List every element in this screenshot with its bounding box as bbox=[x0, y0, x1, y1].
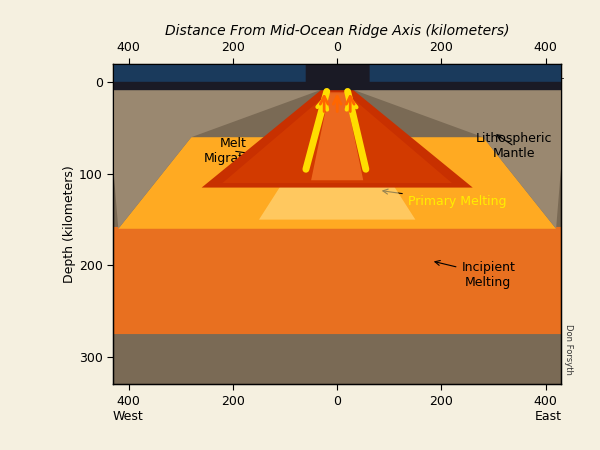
Polygon shape bbox=[337, 82, 561, 229]
Polygon shape bbox=[113, 222, 561, 334]
Text: Pacific Plate
101 millimeters per year: Pacific Plate 101 millimeters per year bbox=[120, 64, 257, 86]
Text: Lithospheric
Mantle: Lithospheric Mantle bbox=[476, 132, 553, 160]
X-axis label: Distance From Mid-Ocean Ridge Axis (kilometers): Distance From Mid-Ocean Ridge Axis (kilo… bbox=[165, 24, 509, 38]
Polygon shape bbox=[223, 94, 452, 183]
Polygon shape bbox=[113, 82, 337, 229]
Text: East: East bbox=[534, 410, 561, 423]
Bar bbox=[113, 64, 561, 82]
Polygon shape bbox=[118, 137, 556, 229]
Text: Don Forsyth: Don Forsyth bbox=[564, 324, 573, 375]
Text: Incipient
Melting: Incipient Melting bbox=[435, 261, 515, 288]
Text: Oceanic Crust: Oceanic Crust bbox=[283, 63, 361, 83]
Text: West: West bbox=[113, 410, 144, 423]
Text: Pacific Ocean: Pacific Ocean bbox=[357, 63, 432, 84]
Polygon shape bbox=[311, 92, 363, 180]
Polygon shape bbox=[202, 88, 473, 188]
Y-axis label: Depth (kilometers): Depth (kilometers) bbox=[63, 165, 76, 283]
Text: Nazca Plate
45 millimeters per year: Nazca Plate 45 millimeters per year bbox=[433, 64, 564, 86]
Polygon shape bbox=[259, 146, 415, 220]
Text: Melt
Migration: Melt Migration bbox=[203, 137, 262, 165]
Text: Primary Melting: Primary Melting bbox=[383, 189, 506, 208]
Bar bbox=[113, 82, 561, 89]
